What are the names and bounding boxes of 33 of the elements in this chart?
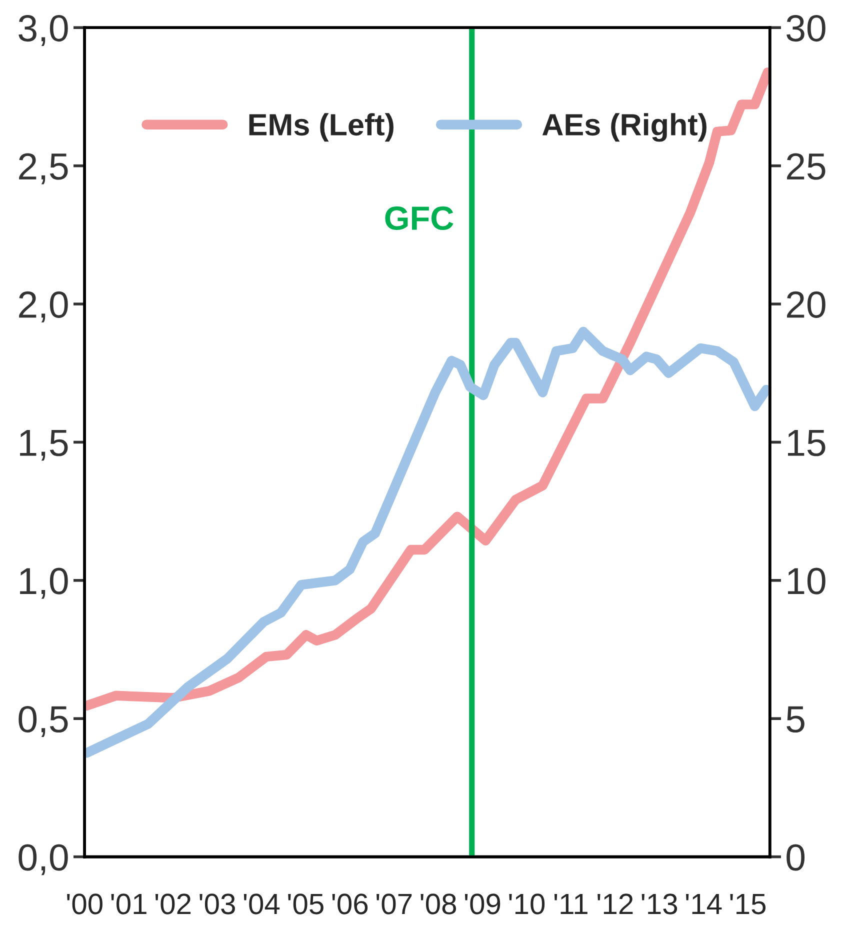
x-tick-label: '06	[332, 894, 368, 914]
x-tick-label: '14	[686, 894, 722, 914]
y2-tick-label: 30	[786, 15, 826, 42]
y2-tick-label: 5	[786, 706, 804, 733]
x-tick-label: '15	[730, 894, 766, 914]
y-tick-label: 3,0	[18, 15, 68, 46]
x-tick-label: '10	[509, 894, 545, 914]
y2-tick-label: 15	[788, 430, 826, 456]
x-tick-label: '08	[420, 894, 456, 914]
ref-line-label: GFC	[385, 206, 454, 230]
x-tick-label: '07	[376, 894, 412, 914]
y-tick-label: 1,0	[20, 568, 68, 599]
y-tick-label: 2,5	[19, 153, 68, 184]
x-tick-label: '01	[111, 894, 146, 914]
x-tick-label: '03	[200, 894, 235, 914]
x-tick-label: '04	[244, 894, 280, 914]
y2-tick-label: 25	[787, 153, 826, 180]
x-tick-label: '09	[464, 894, 500, 914]
y-tick-label: 0,0	[18, 844, 68, 876]
y2-tick-label: 10	[788, 568, 826, 594]
y-tick-label: 1,5	[20, 430, 68, 461]
x-tick-label: '13	[642, 894, 678, 914]
legend-label: AEs (Right)	[542, 113, 706, 142]
y-tick-label: 2,0	[19, 291, 68, 322]
x-tick-label: '05	[288, 894, 324, 914]
x-tick-label: '00	[67, 894, 102, 914]
y2-tick-label: 20	[787, 291, 826, 318]
x-tick-label: '12	[598, 894, 633, 914]
x-tick-label: '11	[554, 894, 588, 914]
x-tick-label: '02	[156, 894, 191, 914]
legend-label: EMs (Left)	[249, 113, 394, 142]
y-tick-label: 0,5	[18, 706, 68, 737]
y2-tick-label: 0	[786, 844, 805, 871]
